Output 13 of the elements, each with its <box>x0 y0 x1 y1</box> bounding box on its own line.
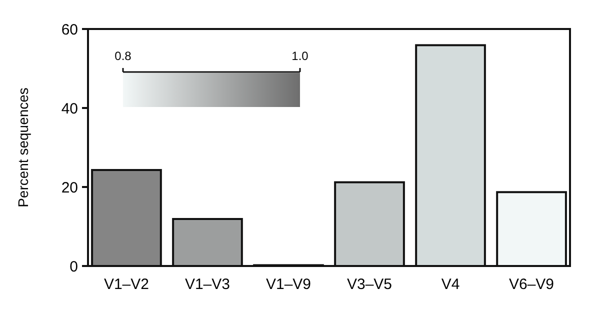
x-tick-label: V1–V3 <box>184 276 230 293</box>
annotation: 0.8 <box>114 49 132 63</box>
x-tick-label: V4 <box>441 276 460 293</box>
x-tick-label: V1–V2 <box>104 276 149 293</box>
annotation: 1.0 <box>292 49 309 63</box>
x-tick-label: V1–V9 <box>266 276 312 293</box>
y-tick-label: 60 <box>61 21 78 38</box>
y-tick-label: 20 <box>61 179 78 196</box>
x-tick-label: V3–V5 <box>346 276 392 293</box>
y-tick-label: 40 <box>61 100 78 118</box>
x-tick-label: V6–V9 <box>509 276 554 293</box>
y-tick-label: 0 <box>70 258 78 276</box>
y-axis-title: Percent sequences <box>15 88 31 208</box>
